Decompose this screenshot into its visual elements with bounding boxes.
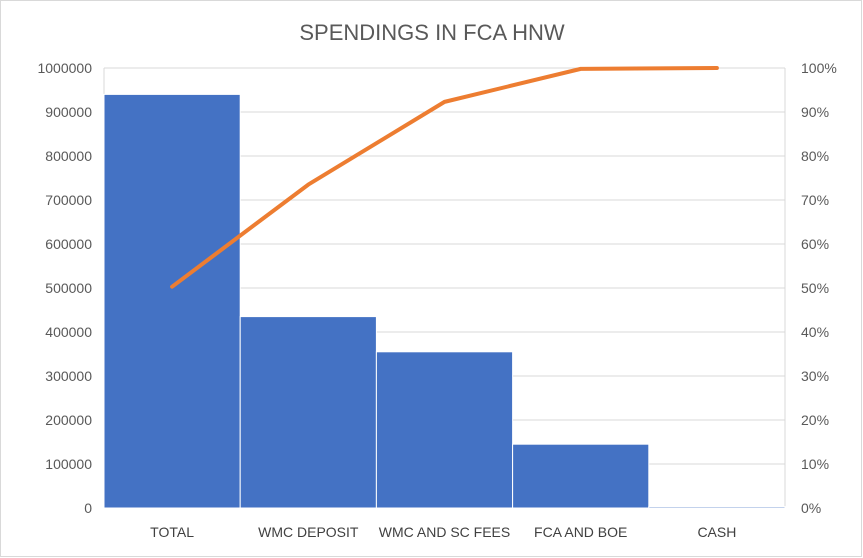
y-tick-label: 500000 bbox=[45, 280, 92, 296]
y2-tick-label: 0% bbox=[801, 500, 821, 516]
y2-tick-label: 80% bbox=[801, 148, 829, 164]
x-tick-label: CASH bbox=[697, 524, 736, 540]
y-tick-label: 200000 bbox=[45, 412, 92, 428]
y-tick-label: 600000 bbox=[45, 236, 92, 252]
y2-tick-label: 60% bbox=[801, 236, 829, 252]
y2-tick-label: 100% bbox=[801, 60, 837, 76]
bar bbox=[512, 443, 650, 509]
y2-tick-label: 10% bbox=[801, 456, 829, 472]
x-tick-label: TOTAL bbox=[150, 524, 194, 540]
y-axis-right: 0% 10% 20% 30% 40% 50% 60% 70% 80% 90% 100% bbox=[801, 60, 837, 516]
y-tick-label: 0 bbox=[84, 500, 92, 516]
y2-tick-label: 40% bbox=[801, 324, 829, 340]
x-axis: TOTAL WMC DEPOSIT WMC AND SC FEES FCA AND B… bbox=[150, 524, 736, 540]
x-tick-label: FCA AND BOE bbox=[534, 524, 627, 540]
y2-tick-label: 30% bbox=[801, 368, 829, 384]
y-tick-label: 1000000 bbox=[37, 60, 92, 76]
cumulative-line-series bbox=[170, 66, 719, 289]
y-tick-label: 700000 bbox=[45, 192, 92, 208]
y-tick-label: 900000 bbox=[45, 104, 92, 120]
bar bbox=[648, 506, 786, 509]
x-tick-label: WMC AND SC FEES bbox=[379, 524, 510, 540]
y-tick-label: 300000 bbox=[45, 368, 92, 384]
y2-tick-label: 90% bbox=[801, 104, 829, 120]
y2-tick-label: 70% bbox=[801, 192, 829, 208]
y-tick-label: 400000 bbox=[45, 324, 92, 340]
bar bbox=[103, 93, 241, 509]
y-tick-label: 800000 bbox=[45, 148, 92, 164]
bar-series bbox=[103, 93, 786, 509]
y-axis-left: 0 100000 200000 300000 400000 500000 600000 700… bbox=[37, 60, 92, 516]
y-tick-label: 100000 bbox=[45, 456, 92, 472]
bar bbox=[375, 351, 514, 509]
x-tick-label: WMC DEPOSIT bbox=[258, 524, 359, 540]
y2-tick-label: 20% bbox=[801, 412, 829, 428]
y2-tick-label: 50% bbox=[801, 280, 829, 296]
chart-title: SPENDINGS IN FCA HNW bbox=[299, 20, 564, 45]
bar bbox=[239, 316, 377, 509]
